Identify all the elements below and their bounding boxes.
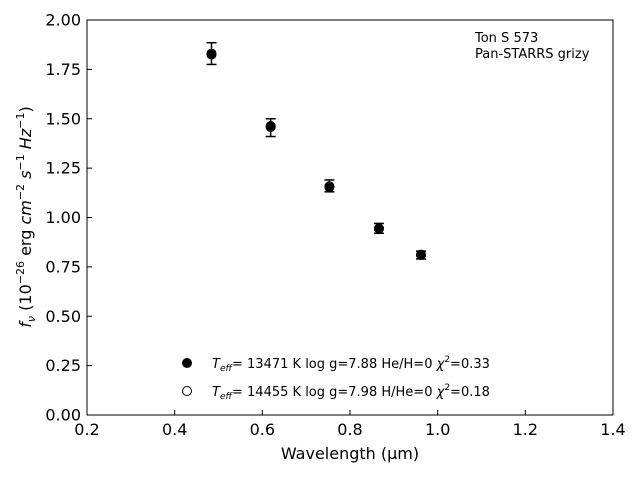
- y-tick-label: 1.75: [45, 60, 81, 79]
- model-point-filled: [324, 182, 335, 193]
- y-tick-label: 0.50: [45, 307, 81, 326]
- y-axis-label: fν (10−26 erg cm−2 s−1 Hz−1): [14, 106, 38, 327]
- y-tick-label: 2.00: [45, 11, 81, 30]
- y-tick-label: 0.75: [45, 257, 81, 276]
- x-axis-ticks: 0.2 0.4 0.6 0.8 1.0 1.2 1.4: [74, 410, 626, 439]
- y-tick-label: 0.25: [45, 356, 81, 375]
- legend: Teff= 13471 K log g=7.88 He/H=0 χ2=0.33 …: [182, 355, 490, 402]
- legend-marker-open: [182, 386, 192, 396]
- y-tick-label: 0.00: [45, 406, 81, 425]
- x-axis-label: Wavelength (μm): [281, 444, 419, 463]
- error-bars: [206, 41, 427, 260]
- x-tick-label: 0.4: [162, 420, 187, 439]
- legend-marker-filled: [182, 358, 192, 368]
- legend-label-1: Teff= 13471 K log g=7.88 He/H=0 χ2=0.33: [212, 355, 490, 374]
- y-tick-label: 1.25: [45, 159, 81, 178]
- plot-area: [86, 19, 614, 416]
- object-name-annotation: Ton S 573: [474, 31, 538, 46]
- model-point-filled: [206, 49, 217, 60]
- x-tick-label: 0.2: [74, 420, 99, 439]
- survey-annotation: Pan-STARRS grizy: [475, 47, 590, 62]
- x-tick-label: 1.2: [513, 420, 538, 439]
- x-tick-label: 0.6: [250, 420, 275, 439]
- y-axis-ticks: 0.00 0.25 0.50 0.75 1.00 1.25 1.50 1.75 2.00: [45, 11, 92, 425]
- model-point-filled: [416, 250, 427, 261]
- y-tick-label: 1.00: [45, 208, 81, 227]
- model-point-filled: [265, 121, 276, 132]
- y-tick-label: 1.50: [45, 109, 81, 128]
- data-points: [206, 48, 427, 261]
- legend-label-2: Teff= 14455 K log g=7.98 H/He=0 χ2=0.18: [212, 383, 490, 402]
- x-tick-label: 1.4: [600, 420, 625, 439]
- x-tick-label: 1.0: [425, 420, 450, 439]
- model-point-filled: [373, 223, 384, 234]
- x-tick-label: 0.8: [337, 420, 362, 439]
